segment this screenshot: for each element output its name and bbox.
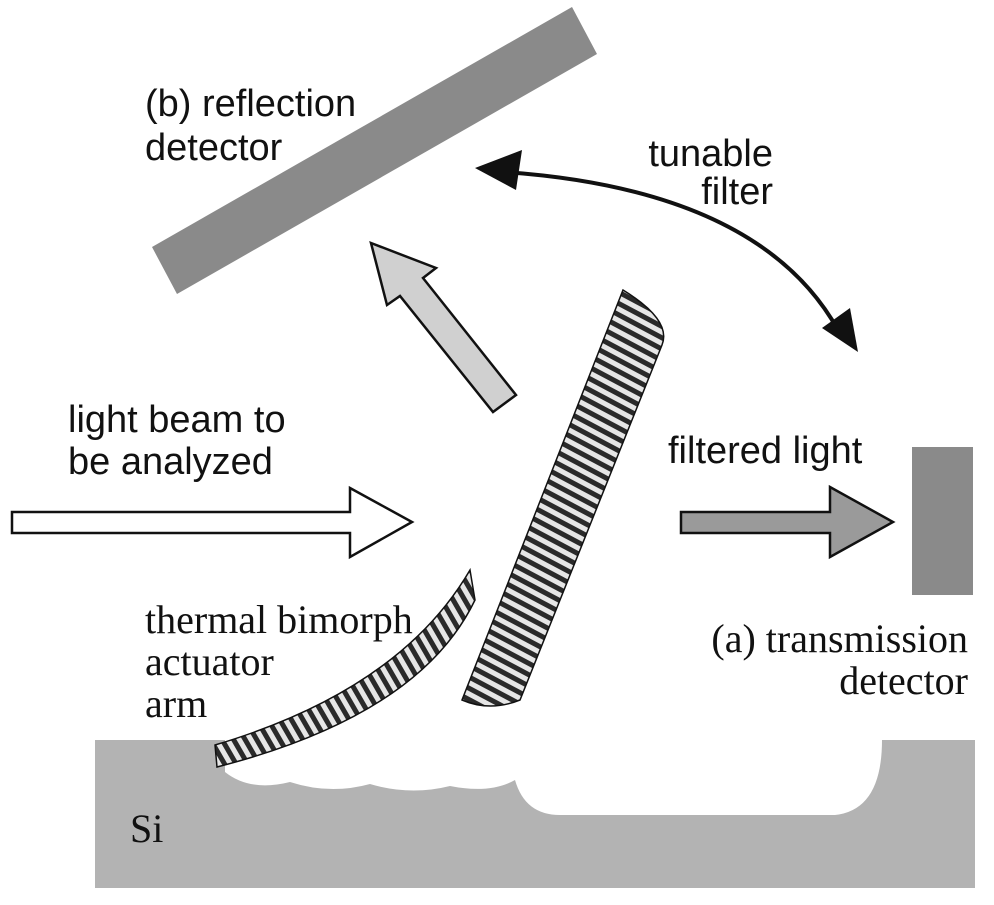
- tuning-double-arrow: [504, 170, 840, 331]
- filtered-light-arrow: [679, 484, 896, 560]
- tuning-arrowhead-right: [822, 308, 858, 352]
- actuator-arm: [214, 567, 476, 768]
- tunable-filter-label-line2: filter: [701, 171, 773, 213]
- reflection-detector-label-line1: (b) reflection: [145, 83, 356, 125]
- tuning-arrowhead-left: [475, 150, 522, 190]
- silicon-substrate: [95, 740, 975, 888]
- reflection-detector-label-line2: detector: [145, 127, 283, 169]
- actuator-label-line1: thermal bimorph: [145, 597, 413, 642]
- reflected-light-arrow: [369, 240, 518, 414]
- tunable-filter-label-line1: tunable: [648, 133, 773, 175]
- transmission-detector-label-line1: (a) transmission: [711, 616, 968, 661]
- tunable-filter-membrane: [461, 288, 665, 707]
- substrate-label: Si: [130, 806, 163, 851]
- incident-light-arrow: [10, 485, 415, 560]
- transmission-detector-label-line2: detector: [839, 658, 968, 703]
- actuator-label-line2: actuator: [145, 639, 274, 684]
- transmission-detector: [912, 447, 973, 595]
- light-beam-label-line1: light beam to: [68, 399, 286, 441]
- actuator-label-line3: arm: [145, 681, 207, 726]
- filtered-light-label: filtered light: [668, 430, 863, 472]
- light-beam-label-line2: be analyzed: [68, 441, 273, 483]
- reflection-detector: [152, 7, 597, 294]
